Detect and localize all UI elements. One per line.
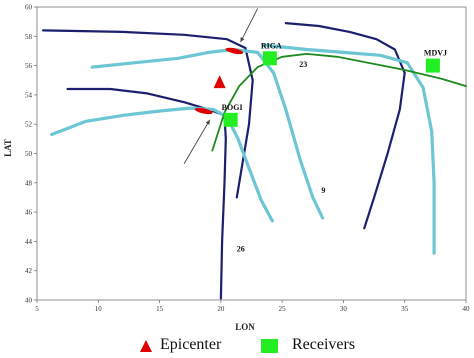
- receivers-legend-icon: [261, 339, 278, 353]
- isochron-curve-1: [42, 29, 254, 199]
- pointer-arrow-head: [205, 119, 210, 125]
- y-tick-label: 40: [25, 297, 33, 305]
- y-tick-label: 58: [25, 33, 33, 41]
- receivers-legend-label: Receivers: [292, 336, 356, 353]
- epicenter-legend-label: Epicenter: [160, 336, 222, 353]
- receiver-label: RIGA: [261, 41, 282, 50]
- receiver-label: MDVJ: [424, 49, 447, 58]
- pointer-arrow: [240, 8, 259, 43]
- x-tick-label: 40: [463, 305, 471, 313]
- marks-layer: 23 9 26 RIGA BOGI MDVJ: [183, 8, 447, 254]
- y-tick-label: 56: [25, 62, 33, 70]
- x-tick-label: 20: [217, 305, 225, 313]
- x-tick-label: 15: [156, 305, 164, 313]
- pointer-arrow-head: [240, 37, 245, 43]
- y-tick-label: 44: [25, 238, 33, 246]
- isochron-curve-7: [211, 53, 467, 152]
- curve-label: 26: [237, 245, 245, 254]
- receiver-marker: [262, 51, 277, 66]
- y-tick-label: 50: [25, 150, 33, 158]
- y-tick-label: 42: [25, 267, 33, 275]
- pointer-arrow: [183, 119, 211, 164]
- y-tick-label: 60: [25, 4, 33, 12]
- x-tick-label: 25: [279, 305, 287, 313]
- x-tick-label: 5: [35, 305, 39, 313]
- isochron-curve-6: [50, 106, 274, 223]
- y-tick-label: 52: [25, 121, 33, 129]
- epicenter-zone-mark: [194, 107, 213, 115]
- x-axis-label: LON: [235, 322, 255, 332]
- y-tick-label: 54: [25, 91, 33, 99]
- chart-axes: 5 10 15 20 25 30 35 40 40 42 44 46 48 50 52 54 56 58 60: [25, 4, 470, 314]
- receiver-label: BOGI: [222, 103, 243, 112]
- x-tick-label: 30: [340, 305, 348, 313]
- receiver-marker: [425, 58, 440, 73]
- curve-label: 23: [299, 60, 307, 69]
- epicenter-legend-icon: [140, 340, 152, 352]
- epicenter-marker: [213, 75, 226, 89]
- isochron-curve-4: [262, 43, 436, 255]
- epicenter-zone-mark: [225, 47, 244, 55]
- y-tick-label: 46: [25, 209, 33, 217]
- x-tick-label: 10: [95, 305, 103, 313]
- legend: Epicenter Receivers: [0, 333, 474, 358]
- receiver-marker: [223, 112, 238, 127]
- y-axis-label: LAT: [3, 139, 13, 157]
- chart-plot: 5 10 15 20 25 30 35 40 40 42 44 46 48 50 52 54 56 58 60 23…: [3, 4, 470, 333]
- curves-layer: [42, 22, 467, 300]
- isochron-curve-2: [90, 47, 325, 220]
- x-tick-label: 35: [401, 305, 409, 313]
- y-tick-label: 48: [25, 179, 33, 187]
- curve-label: 9: [321, 186, 325, 195]
